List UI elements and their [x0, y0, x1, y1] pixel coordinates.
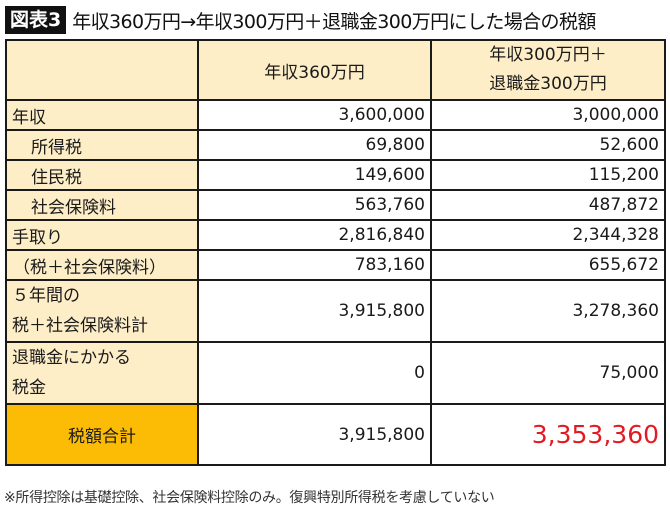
cell-value: 2,344,328 [430, 219, 666, 251]
cell-value: 3,915,800 [197, 279, 432, 343]
row-label: 社会保険料 [5, 189, 199, 221]
header-row: 年収360万円 年収300万円＋ 退職金300万円 [5, 39, 666, 101]
cell-value: 783,160 [197, 249, 432, 281]
table-row: 手取り 2,816,840 2,344,328 [5, 219, 666, 251]
row-label: 住民税 [5, 159, 199, 191]
row-label: 所得税 [5, 129, 199, 161]
table-row: 退職金にかかる 税金 0 75,000 [5, 341, 666, 405]
row-label: 手取り [5, 219, 199, 251]
cell-value: 115,200 [430, 159, 666, 191]
cell-value: 2,816,840 [197, 219, 432, 251]
cell-value: 69,800 [197, 129, 432, 161]
total-value-300-plus-retirement: 3,353,360 [430, 403, 666, 466]
cell-value: 3,600,000 [197, 99, 432, 131]
header-col-300-plus-retirement: 年収300万円＋ 退職金300万円 [430, 39, 666, 101]
cell-value: 52,600 [430, 129, 666, 161]
row-label: 退職金にかかる 税金 [5, 341, 199, 405]
table-row: 社会保険料 563,760 487,872 [5, 189, 666, 221]
cell-value: 655,672 [430, 249, 666, 281]
header-col-360: 年収360万円 [197, 39, 432, 101]
row-label: ５年間の 税＋社会保険料計 [5, 279, 199, 343]
footnote: ※所得控除は基礎控除、社会保険料控除のみ。復興特別所得税を考慮していない [4, 490, 495, 506]
table-row: 住民税 149,600 115,200 [5, 159, 666, 191]
table-row: ５年間の 税＋社会保険料計 3,915,800 3,278,360 [5, 279, 666, 343]
tax-comparison-table: 年収360万円 年収300万円＋ 退職金300万円 年収 3,600,000 3… [5, 39, 666, 466]
table-row: 年収 3,600,000 3,000,000 [5, 99, 666, 131]
total-row: 税額合計 3,915,800 3,353,360 [5, 403, 666, 466]
cell-value: 75,000 [430, 341, 666, 405]
cell-value: 487,872 [430, 189, 666, 221]
table-row: （税＋社会保険料） 783,160 655,672 [5, 249, 666, 281]
row-label: 年収 [5, 99, 199, 131]
cell-value: 0 [197, 341, 432, 405]
row-label: （税＋社会保険料） [5, 249, 199, 281]
figure-badge: 図表3 [5, 6, 67, 34]
cell-value: 149,600 [197, 159, 432, 191]
figure-title: 図表3 年収360万円→年収300万円＋退職金300万円にした場合の税額 [5, 5, 596, 35]
cell-value: 563,760 [197, 189, 432, 221]
cell-value: 3,000,000 [430, 99, 666, 131]
header-empty [5, 39, 199, 101]
figure-title-text: 年収360万円→年収300万円＋退職金300万円にした場合の税額 [72, 10, 596, 33]
total-value-360: 3,915,800 [197, 403, 432, 466]
table-row: 所得税 69,800 52,600 [5, 129, 666, 161]
cell-value: 3,278,360 [430, 279, 666, 343]
total-label: 税額合計 [5, 403, 199, 466]
